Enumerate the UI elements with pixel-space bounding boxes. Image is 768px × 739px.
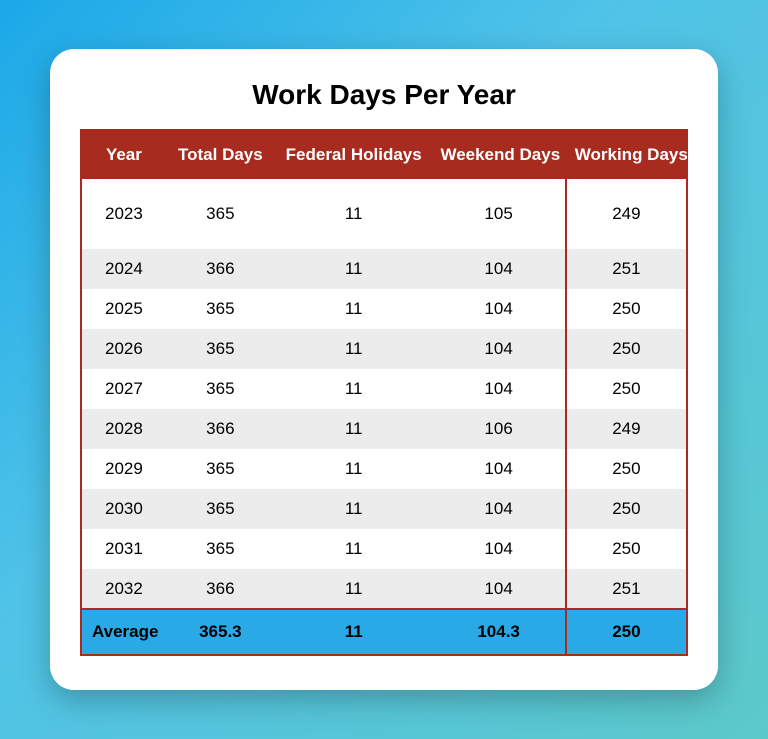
cell-year: 2025 (81, 289, 166, 329)
cell-working: 250 (566, 489, 687, 529)
workdays-table: Year Total Days Federal Holidays Weekend… (80, 129, 688, 656)
cell-total: 366 (166, 569, 275, 609)
cell-fed: 11 (275, 569, 433, 609)
cell-total: 365 (166, 489, 275, 529)
avg-label: Average (81, 609, 166, 655)
cell-weekend: 104 (432, 289, 565, 329)
cell-total: 365 (166, 449, 275, 489)
cell-fed: 11 (275, 449, 433, 489)
avg-working: 250 (566, 609, 687, 655)
cell-year: 2023 (81, 179, 166, 249)
col-year: Year (81, 130, 166, 179)
table-row: 2025 365 11 104 250 (81, 289, 687, 329)
table-row: 2027 365 11 104 250 (81, 369, 687, 409)
cell-fed: 11 (275, 409, 433, 449)
cell-total: 365 (166, 369, 275, 409)
cell-fed: 11 (275, 179, 433, 249)
cell-weekend: 104 (432, 529, 565, 569)
table-body: 2023 365 11 105 249 2024 366 11 104 251 … (81, 179, 687, 609)
col-federal-holidays: Federal Holidays (275, 130, 433, 179)
table-row: 2032 366 11 104 251 (81, 569, 687, 609)
cell-fed: 11 (275, 489, 433, 529)
cell-working: 249 (566, 409, 687, 449)
cell-weekend: 104 (432, 329, 565, 369)
table-row: 2030 365 11 104 250 (81, 489, 687, 529)
cell-year: 2027 (81, 369, 166, 409)
table-footer: Average 365.3 11 104.3 250 (81, 609, 687, 655)
cell-total: 366 (166, 409, 275, 449)
cell-total: 365 (166, 329, 275, 369)
table-header: Year Total Days Federal Holidays Weekend… (81, 130, 687, 179)
cell-year: 2029 (81, 449, 166, 489)
avg-total: 365.3 (166, 609, 275, 655)
table-row: 2024 366 11 104 251 (81, 249, 687, 289)
cell-year: 2024 (81, 249, 166, 289)
cell-fed: 11 (275, 529, 433, 569)
cell-weekend: 104 (432, 249, 565, 289)
cell-working: 250 (566, 369, 687, 409)
cell-working: 251 (566, 249, 687, 289)
cell-total: 365 (166, 289, 275, 329)
card: Work Days Per Year Year Total Days Feder… (50, 49, 718, 690)
cell-weekend: 104 (432, 449, 565, 489)
cell-fed: 11 (275, 329, 433, 369)
table-row: 2031 365 11 104 250 (81, 529, 687, 569)
table-row: 2026 365 11 104 250 (81, 329, 687, 369)
cell-fed: 11 (275, 249, 433, 289)
cell-working: 251 (566, 569, 687, 609)
cell-year: 2032 (81, 569, 166, 609)
cell-weekend: 104 (432, 569, 565, 609)
table-row: 2023 365 11 105 249 (81, 179, 687, 249)
cell-working: 250 (566, 529, 687, 569)
cell-working: 250 (566, 449, 687, 489)
cell-year: 2031 (81, 529, 166, 569)
cell-total: 365 (166, 529, 275, 569)
col-weekend-days: Weekend Days (432, 130, 565, 179)
cell-working: 249 (566, 179, 687, 249)
avg-weekend: 104.3 (432, 609, 565, 655)
cell-total: 365 (166, 179, 275, 249)
cell-weekend: 105 (432, 179, 565, 249)
col-total-days: Total Days (166, 130, 275, 179)
average-row: Average 365.3 11 104.3 250 (81, 609, 687, 655)
cell-weekend: 104 (432, 489, 565, 529)
cell-year: 2030 (81, 489, 166, 529)
cell-working: 250 (566, 289, 687, 329)
avg-fed: 11 (275, 609, 433, 655)
cell-working: 250 (566, 329, 687, 369)
cell-fed: 11 (275, 369, 433, 409)
cell-weekend: 106 (432, 409, 565, 449)
cell-weekend: 104 (432, 369, 565, 409)
page-title: Work Days Per Year (80, 79, 688, 111)
table-row: 2028 366 11 106 249 (81, 409, 687, 449)
cell-fed: 11 (275, 289, 433, 329)
col-working-days: Working Days (566, 130, 687, 179)
cell-year: 2028 (81, 409, 166, 449)
table-row: 2029 365 11 104 250 (81, 449, 687, 489)
cell-year: 2026 (81, 329, 166, 369)
cell-total: 366 (166, 249, 275, 289)
